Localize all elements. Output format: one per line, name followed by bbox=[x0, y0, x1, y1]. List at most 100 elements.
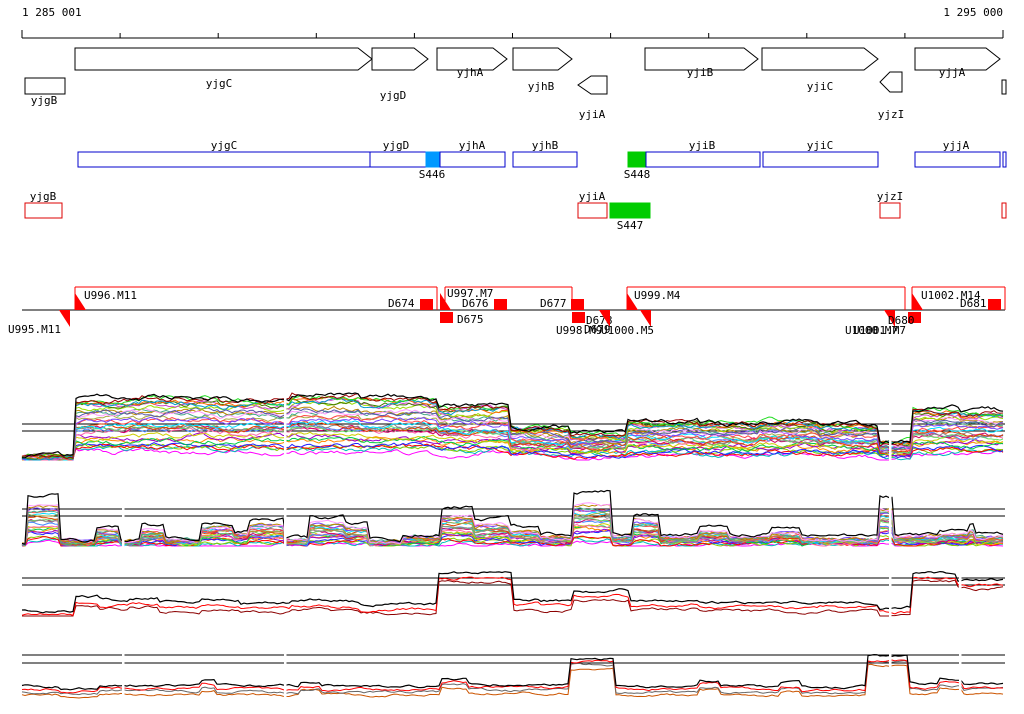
signal-series bbox=[21, 431, 1004, 461]
gene-arrow-yjhB[interactable] bbox=[512, 47, 573, 71]
signal-series bbox=[21, 659, 1003, 694]
signal-series bbox=[21, 398, 1004, 461]
probe-label-U997.M7: U997.M7 bbox=[447, 287, 493, 300]
gene-arrow-yjgC[interactable] bbox=[74, 47, 373, 71]
probe-label-U998.M9: U998.M9 bbox=[556, 324, 602, 337]
probe-flag-U999.M4[interactable] bbox=[627, 293, 638, 310]
track-separator bbox=[122, 485, 125, 549]
edge-fragment bbox=[1001, 79, 1007, 95]
gene-label-yjzI: yjzI bbox=[878, 108, 905, 121]
probe-flag-U998.M9[interactable] bbox=[599, 310, 610, 327]
red-row-segment-S447[interactable] bbox=[609, 202, 651, 219]
red-row-segment-yjzI[interactable] bbox=[879, 202, 901, 219]
signal-series bbox=[21, 407, 1004, 460]
red-row-segment-yjgB[interactable] bbox=[24, 202, 63, 219]
signal-series bbox=[21, 517, 1004, 546]
probe-marker-D678[interactable] bbox=[572, 312, 585, 323]
probe-label-D680: D680 bbox=[888, 314, 915, 327]
probe-flag-U995.M11[interactable] bbox=[59, 310, 70, 327]
probe-marker-D675[interactable] bbox=[440, 312, 453, 323]
probe-flag-U996.M11[interactable] bbox=[75, 293, 86, 310]
probe-label-D674: D674 bbox=[388, 297, 415, 310]
signal-series bbox=[21, 523, 1004, 547]
gene-arrow-yjhA[interactable] bbox=[436, 47, 508, 71]
signal-series bbox=[21, 502, 1004, 545]
blue-row-segment-yjiB[interactable] bbox=[645, 151, 761, 168]
gene-arrow-yjzI[interactable] bbox=[879, 71, 903, 93]
signal-series bbox=[21, 392, 1004, 459]
blue-row-segment-yjgC[interactable] bbox=[77, 151, 371, 168]
gene-label-yjjA: yjjA bbox=[939, 66, 966, 79]
probe-label-U1000.M5: U1000.M5 bbox=[601, 324, 654, 337]
track-separator bbox=[284, 647, 287, 709]
blue-row-segment-yjjA[interactable] bbox=[914, 151, 1001, 168]
signal-series bbox=[21, 660, 1004, 696]
blue-row-segment-yjiC[interactable] bbox=[762, 151, 879, 168]
red-row-label-S447: S447 bbox=[617, 219, 644, 232]
red-row-segment-yjiA[interactable] bbox=[577, 202, 608, 219]
probe-marker-D681[interactable] bbox=[988, 299, 1001, 310]
signal-track-1 bbox=[21, 390, 1005, 463]
signal-series bbox=[21, 407, 1004, 460]
blue-row-segment-S448[interactable] bbox=[627, 151, 647, 168]
signal-series bbox=[21, 436, 1004, 461]
gene-arrow-yjiC[interactable] bbox=[761, 47, 879, 71]
probe-marker-D680[interactable] bbox=[908, 312, 921, 323]
probe-label-D675: D675 bbox=[457, 313, 484, 326]
probe-flag-U1002.M14[interactable] bbox=[912, 293, 923, 310]
signal-track-3 bbox=[21, 567, 1005, 619]
blue-row-label-yjhB: yjhB bbox=[532, 139, 559, 152]
probe-label-D677: D677 bbox=[540, 297, 567, 310]
gene-arrow-yjgD[interactable] bbox=[371, 47, 429, 71]
blue-row-label-yjgC: yjgC bbox=[211, 139, 238, 152]
blue-row-label-yjgD: yjgD bbox=[383, 139, 410, 152]
probe-label-U999.M4: U999.M4 bbox=[634, 289, 681, 302]
probe-marker-D674[interactable] bbox=[420, 299, 433, 310]
blue-row-label-yjhA: yjhA bbox=[459, 139, 486, 152]
probe-flag-U1001.M7[interactable] bbox=[884, 310, 895, 327]
probe-label-D676: D676 bbox=[462, 297, 489, 310]
gene-label-yjiA: yjiA bbox=[579, 108, 606, 121]
red-row-label-yjzI: yjzI bbox=[877, 190, 904, 203]
track-separator bbox=[959, 647, 962, 709]
probe-flag-U1000.M5[interactable] bbox=[640, 310, 651, 327]
gene-label-yjhB: yjhB bbox=[528, 80, 555, 93]
probe-label-U1002.M14: U1002.M14 bbox=[921, 289, 981, 302]
signal-series bbox=[21, 416, 1004, 461]
gene-arrow-yjgB[interactable] bbox=[24, 77, 66, 95]
track-separator bbox=[889, 567, 892, 619]
gene-label-yjgD: yjgD bbox=[380, 89, 407, 102]
signal-series bbox=[21, 397, 1004, 461]
red-row-label-yjiA: yjiA bbox=[579, 190, 606, 203]
track-separator bbox=[122, 647, 125, 709]
probe-label-U1001.M7: U1001.M7 bbox=[853, 324, 906, 337]
signal-track-2 bbox=[21, 485, 1005, 549]
blue-row-label-yjiB: yjiB bbox=[689, 139, 716, 152]
blue-row-segment-S446[interactable] bbox=[425, 151, 441, 168]
signal-series bbox=[21, 570, 1004, 614]
probe-label-D681: D681 bbox=[960, 297, 987, 310]
probe-marker-D677[interactable] bbox=[571, 299, 584, 310]
probe-label-U1000.M7: U1000.M7 bbox=[845, 324, 898, 337]
blue-row-segment-yjhA[interactable] bbox=[439, 151, 506, 168]
gene-label-yjgB: yjgB bbox=[31, 94, 58, 107]
signal-track-4 bbox=[21, 647, 1005, 709]
blue-row-segment-yjgD[interactable] bbox=[369, 151, 427, 168]
gene-label-yjgC: yjgC bbox=[206, 77, 233, 90]
gene-arrow-yjjA[interactable] bbox=[914, 47, 1001, 71]
ruler-end-label: 1 295 000 bbox=[943, 6, 1003, 19]
probe-label-U996.M11: U996.M11 bbox=[84, 289, 137, 302]
probe-marker-D676[interactable] bbox=[494, 299, 507, 310]
track-separator bbox=[284, 485, 287, 549]
blue-row-label-S448: S448 bbox=[624, 168, 651, 181]
blue-row-segment-yjhB[interactable] bbox=[512, 151, 578, 168]
edge-fragment bbox=[1001, 202, 1007, 219]
probe-flag-U997.M7[interactable] bbox=[440, 293, 451, 310]
red-row-label-yjgB: yjgB bbox=[30, 190, 57, 203]
gene-arrow-yjiA[interactable] bbox=[577, 75, 608, 95]
gene-arrow-yjiB[interactable] bbox=[644, 47, 759, 71]
signal-series bbox=[21, 576, 1004, 617]
signal-series bbox=[21, 489, 1004, 545]
